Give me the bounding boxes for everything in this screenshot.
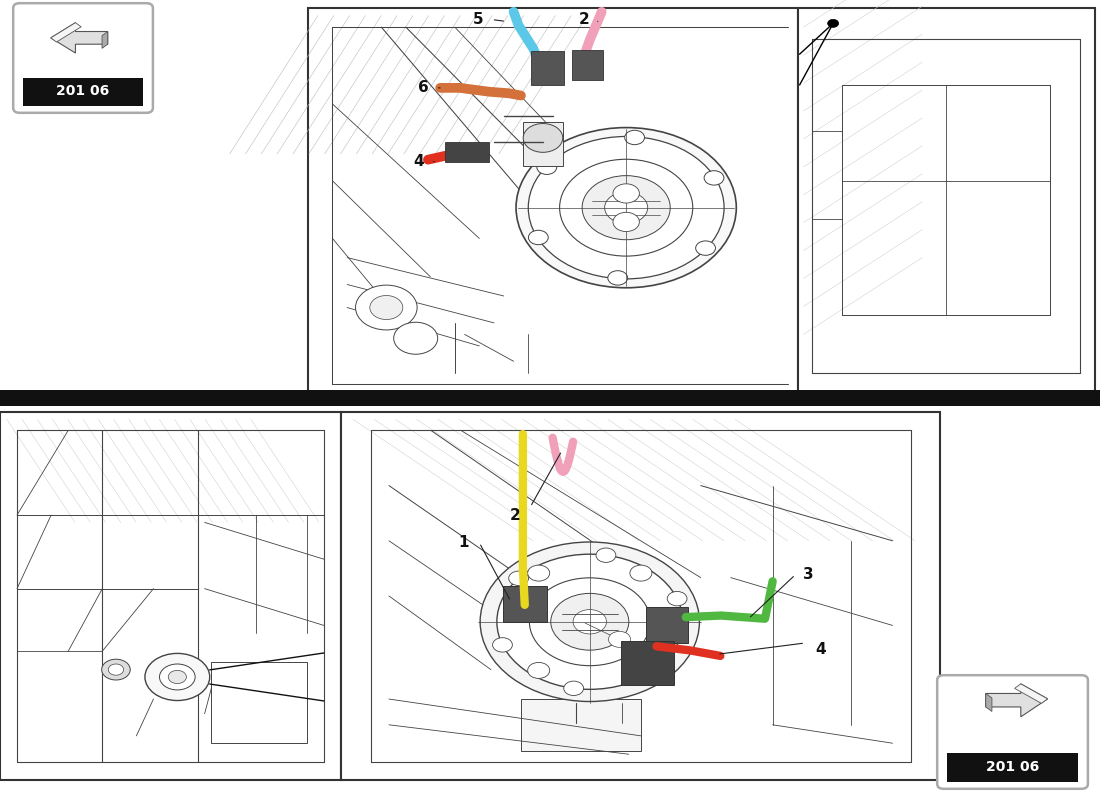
Bar — [23, 78, 143, 106]
Circle shape — [528, 137, 724, 279]
Text: 6: 6 — [418, 80, 428, 95]
Circle shape — [168, 670, 186, 683]
Circle shape — [651, 658, 671, 672]
Circle shape — [529, 578, 650, 666]
Bar — [530, 51, 563, 85]
Circle shape — [582, 176, 670, 240]
Circle shape — [524, 123, 563, 152]
Bar — [446, 142, 490, 162]
Text: 1: 1 — [459, 535, 469, 550]
Circle shape — [145, 654, 210, 701]
Circle shape — [573, 610, 606, 634]
Circle shape — [108, 664, 123, 675]
Circle shape — [480, 542, 700, 702]
Bar — [572, 50, 603, 80]
Bar — [521, 699, 640, 750]
Circle shape — [613, 212, 639, 231]
Circle shape — [101, 659, 130, 680]
Bar — [947, 753, 1078, 782]
Circle shape — [695, 241, 715, 255]
Circle shape — [528, 662, 550, 678]
Text: 5: 5 — [473, 12, 484, 27]
FancyBboxPatch shape — [937, 675, 1088, 789]
Bar — [0, 412, 341, 780]
Circle shape — [370, 295, 403, 319]
Circle shape — [605, 192, 648, 223]
Polygon shape — [1014, 684, 1047, 703]
Circle shape — [704, 170, 724, 185]
Circle shape — [564, 681, 584, 695]
Circle shape — [508, 571, 528, 586]
Bar — [308, 8, 798, 392]
Circle shape — [493, 638, 513, 652]
Circle shape — [827, 19, 838, 27]
FancyBboxPatch shape — [13, 3, 153, 113]
Polygon shape — [51, 22, 108, 53]
Text: 2: 2 — [580, 12, 590, 27]
Bar — [211, 662, 307, 743]
Circle shape — [596, 548, 616, 562]
Text: 3: 3 — [803, 567, 814, 582]
Bar — [0, 390, 1100, 406]
Polygon shape — [986, 684, 1047, 717]
Circle shape — [668, 591, 688, 606]
Circle shape — [551, 594, 629, 650]
Circle shape — [528, 565, 550, 581]
Circle shape — [355, 285, 417, 330]
Circle shape — [537, 160, 557, 174]
Circle shape — [608, 270, 628, 285]
Bar — [503, 586, 547, 622]
Polygon shape — [51, 22, 81, 42]
Circle shape — [613, 184, 639, 203]
Circle shape — [528, 230, 548, 245]
Circle shape — [560, 159, 693, 256]
Bar — [524, 122, 563, 166]
Circle shape — [160, 664, 195, 690]
Circle shape — [625, 130, 645, 145]
Circle shape — [497, 554, 683, 690]
Circle shape — [608, 631, 630, 647]
Text: 2: 2 — [509, 507, 520, 522]
Text: 4: 4 — [815, 642, 826, 657]
Bar — [621, 641, 674, 685]
Circle shape — [630, 565, 652, 581]
Text: 201 06: 201 06 — [986, 760, 1040, 774]
Circle shape — [394, 322, 438, 354]
Bar — [798, 8, 1094, 392]
Text: 201 06: 201 06 — [56, 84, 110, 98]
Bar — [341, 412, 940, 780]
Polygon shape — [986, 694, 992, 711]
Text: 4: 4 — [412, 154, 424, 169]
Bar — [646, 606, 688, 642]
Polygon shape — [102, 31, 108, 48]
Circle shape — [516, 127, 736, 288]
